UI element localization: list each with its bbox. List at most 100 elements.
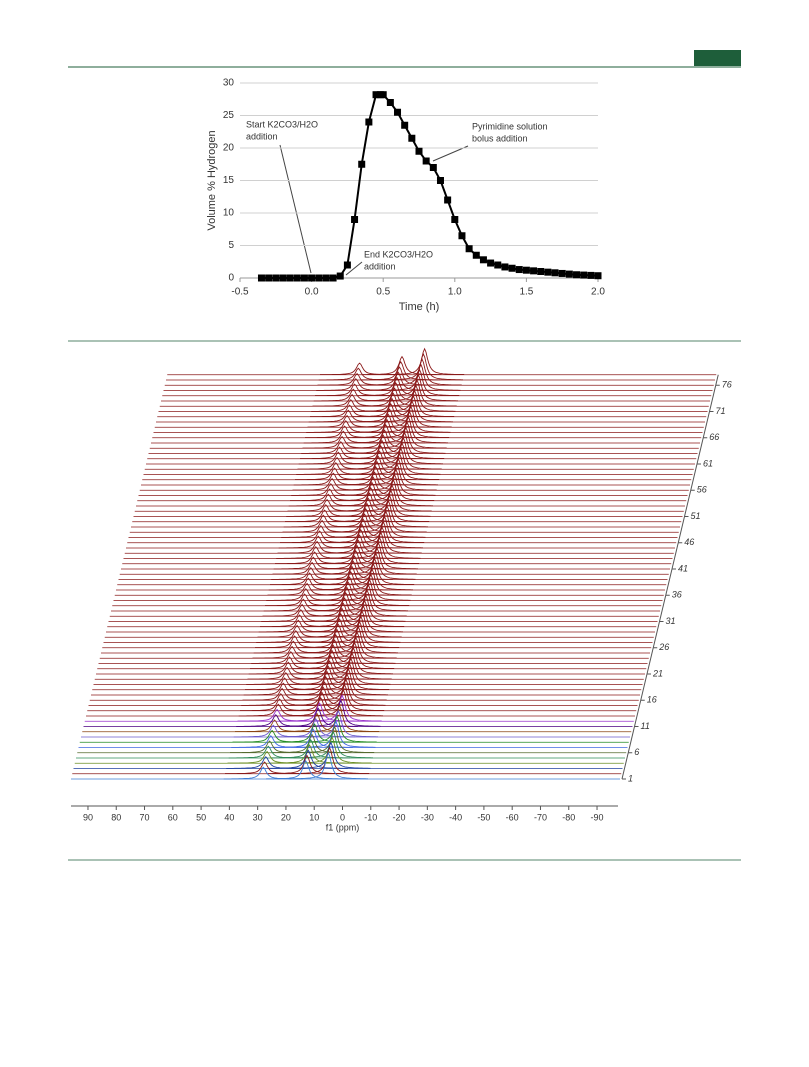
- annotation-arrow: [279, 144, 312, 274]
- data-point: [515, 266, 523, 274]
- spectrum-peak: [291, 741, 371, 769]
- row-tick-label: 71: [716, 406, 726, 416]
- data-point: [293, 274, 301, 282]
- spectrum-peak: [287, 670, 367, 691]
- row-axis: [621, 374, 719, 780]
- data-point: [494, 261, 502, 269]
- data-point: [451, 216, 459, 223]
- x-tick-label: 50: [196, 812, 206, 822]
- spectrum-peak: [319, 534, 400, 554]
- spectrum-peak: [272, 733, 352, 754]
- row-tick-label: 16: [647, 695, 657, 705]
- x-tick-label: 70: [140, 812, 150, 822]
- data-point: [401, 121, 409, 129]
- spectrum-peak: [340, 536, 420, 564]
- data-point: [379, 91, 387, 99]
- x-tick-label: -40: [449, 812, 462, 822]
- spectrum-peak: [353, 392, 433, 412]
- spectrum-peak: [377, 379, 457, 407]
- spectrum-peak: [295, 725, 375, 753]
- data-point: [386, 99, 394, 106]
- x-tick-label: -50: [477, 812, 490, 822]
- spectrum-peak: [381, 363, 461, 391]
- data-point: [279, 274, 287, 282]
- spectrum-peak: [309, 576, 390, 596]
- spectrum-peak: [302, 694, 382, 722]
- data-point: [315, 274, 323, 282]
- spectrum-peak: [304, 597, 385, 617]
- spectrum-peak: [268, 749, 348, 769]
- y-tick-label: 10: [223, 208, 235, 219]
- x-tick-label: 1.0: [448, 287, 462, 298]
- row-tick-label: 56: [697, 485, 707, 495]
- spectrum-peak: [269, 744, 350, 764]
- spectrum-peak: [355, 473, 435, 501]
- annotation-arrow: [345, 261, 363, 276]
- spectrum-peak: [288, 665, 368, 685]
- spectrum-peak: [320, 362, 400, 376]
- x-tick-label: -30: [421, 812, 434, 822]
- annotation: bolus addition: [472, 133, 528, 143]
- spectrum-peak: [326, 594, 406, 622]
- spectrum-peak: [282, 691, 362, 712]
- x-tick-label: -90: [591, 812, 604, 822]
- spectrum-peak: [336, 552, 416, 580]
- data-point: [394, 108, 402, 116]
- x-tick-label: -0.5: [231, 287, 249, 298]
- row-tick-label: 41: [678, 563, 688, 573]
- spectrum-peak: [323, 518, 403, 538]
- data-point: [415, 147, 423, 155]
- spectrum-peak: [329, 492, 410, 512]
- x-tick-label: -20: [393, 812, 406, 822]
- spectrum-peak: [306, 591, 386, 612]
- spectrum-peak: [281, 696, 361, 717]
- y-tick-label: 20: [223, 143, 235, 154]
- row-tick-label: 76: [722, 380, 732, 390]
- spectrum-peak: [273, 728, 353, 748]
- x-tick-label: -80: [562, 812, 575, 822]
- spectrum-peak: [352, 484, 432, 512]
- x-tick-label: -70: [534, 812, 547, 822]
- spectrum-peak: [338, 541, 418, 570]
- spectrum-peak: [312, 565, 392, 586]
- spectrum-peak: [308, 667, 388, 696]
- spectrum-peak: [357, 376, 437, 397]
- spectrum-peak: [334, 471, 415, 491]
- spectrum-peak: [337, 547, 417, 575]
- y-tick-label: 30: [223, 78, 235, 89]
- spectrum-peak: [284, 681, 365, 701]
- spectrum-peak: [341, 531, 421, 559]
- spectrum-peak: [317, 544, 397, 565]
- data-point: [565, 270, 573, 278]
- spectrum-peak: [342, 439, 422, 460]
- spectrum-peak: [303, 602, 383, 622]
- spectrum-peak: [341, 444, 421, 465]
- data-point: [358, 160, 366, 168]
- spectrum-peak: [312, 652, 392, 680]
- data-point: [573, 271, 581, 279]
- spectrum-peak: [351, 489, 431, 517]
- spectrum-peak: [348, 413, 428, 433]
- y-axis-label: Volume % Hydrogen: [206, 130, 218, 230]
- spectrum-peak: [345, 515, 425, 543]
- spectrum-peak: [266, 759, 346, 780]
- spectrum-peak: [279, 702, 360, 722]
- spectrum-peak: [316, 549, 396, 570]
- data-point: [336, 272, 344, 280]
- spectrum-peak: [368, 415, 448, 444]
- spectrum-peak: [289, 660, 370, 680]
- spectrum-peak: [311, 657, 391, 685]
- spectrum-peak: [333, 562, 413, 591]
- spectrum-peak: [350, 494, 430, 522]
- row-tick-label: 51: [691, 511, 701, 521]
- x-tick-label: 20: [281, 812, 291, 822]
- spectrum-peak: [358, 371, 438, 391]
- row-tick-label: 6: [634, 747, 639, 757]
- data-point: [286, 274, 294, 282]
- spectrum-peak: [351, 402, 431, 423]
- data-point: [343, 261, 351, 269]
- spectrum-peak: [298, 623, 378, 643]
- spectrum-peak: [296, 720, 376, 748]
- spectrum-peak: [370, 410, 450, 438]
- spectrum-peak: [371, 405, 451, 433]
